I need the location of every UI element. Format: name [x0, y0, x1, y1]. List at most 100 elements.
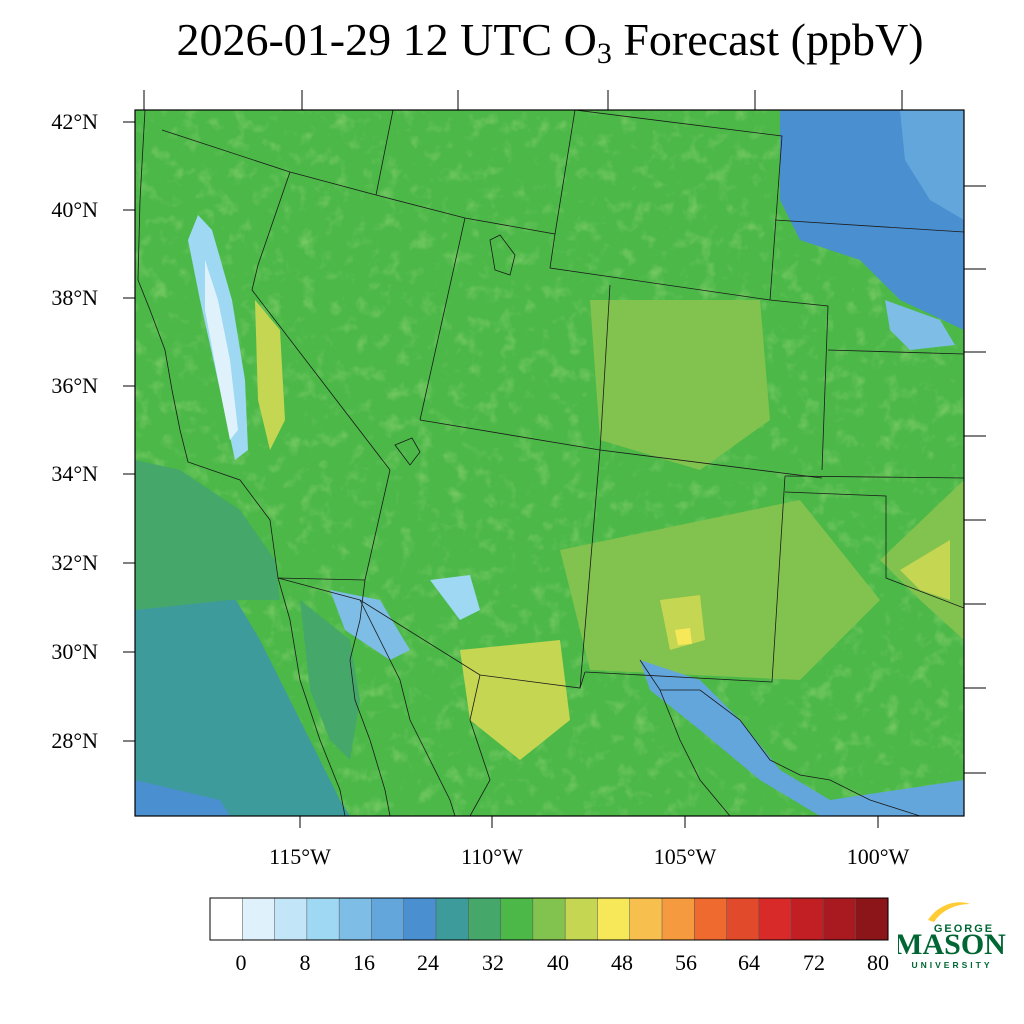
lon-label: 105°W	[653, 844, 717, 869]
colorbar-label: 64	[738, 950, 760, 975]
colorbar-label: 8	[299, 950, 311, 975]
colorbar-swatch	[306, 897, 340, 941]
colorbar	[209, 897, 889, 941]
nebraska-border	[769, 299, 829, 471]
new-mexico-high-region	[590, 300, 770, 470]
colorbar-swatch	[209, 897, 243, 941]
oklahoma-texas-border	[784, 491, 964, 609]
california-nevada-border	[251, 171, 391, 471]
colorbar-swatch	[371, 897, 405, 941]
utah-colorado-border	[599, 284, 611, 451]
colorbar-swatch	[597, 897, 631, 941]
logo-gold-swoosh	[928, 902, 970, 922]
rio-grande-low-region	[640, 660, 964, 816]
colorbar-label: 0	[235, 950, 247, 975]
texas-high-region	[900, 540, 950, 600]
pacific-coastline	[137, 110, 346, 816]
map-frame	[134, 109, 965, 817]
colorbar-swatch	[790, 897, 824, 941]
colorbar-swatch	[338, 897, 372, 941]
pacific-ocean-region	[135, 590, 350, 816]
lat-label: 40°N	[51, 197, 98, 222]
gulf-of-california-region	[300, 600, 360, 760]
colorbar-swatch	[855, 897, 889, 941]
lon-label: 115°W	[269, 844, 331, 869]
colorbar-swatch	[274, 897, 308, 941]
great-salt-lake	[489, 234, 516, 276]
lat-label: 34°N	[51, 461, 98, 486]
logo-line-mason: MASON	[898, 928, 1006, 961]
colorbar-swatch	[564, 897, 598, 941]
lon-label: 110°W	[461, 844, 523, 869]
lon-label: 100°W	[846, 844, 910, 869]
mexico-state-borders	[469, 674, 731, 816]
colorbar-swatch	[242, 897, 276, 941]
kansas-border	[827, 349, 964, 355]
lake-mead	[394, 437, 421, 466]
colorbar-swatch	[694, 897, 728, 941]
chihuahua-high-region	[460, 640, 570, 760]
colorbar-swatch	[629, 897, 663, 941]
colorbar-swatch	[435, 897, 469, 941]
colorbar-label: 24	[417, 950, 439, 975]
nevada-utah-border	[419, 217, 466, 421]
map-title: 2026-01-29 12 UTC O3 Forecast (ppbV)	[0, 12, 1024, 82]
lat-label: 28°N	[51, 728, 98, 753]
lat-label: 42°N	[51, 109, 98, 134]
colorbar-swatch	[403, 897, 437, 941]
west-texas-high-region	[660, 595, 705, 650]
colorbar-label: 16	[353, 950, 375, 975]
idaho-utah-border	[375, 194, 466, 219]
field-layer	[135, 110, 964, 816]
baja-gulf-coastline	[349, 579, 391, 816]
colorbar-swatch	[758, 897, 792, 941]
wyoming-colorado-border	[549, 233, 771, 301]
south-dakota-nebraska-border	[774, 219, 964, 233]
colorbar-label: 72	[803, 950, 825, 975]
rio-grande-border	[639, 659, 921, 816]
colorbar-label: 56	[675, 950, 697, 975]
sonora-coastline	[359, 599, 456, 816]
oregon-california-border	[161, 129, 291, 173]
wyoming-south-dakota-border	[574, 110, 783, 301]
plains-mid-region	[885, 300, 955, 350]
colorbar-label: 32	[482, 950, 504, 975]
logo-line-george: GEORGE	[934, 923, 994, 935]
colorbar-swatch	[823, 897, 857, 941]
lat-label: 38°N	[51, 285, 98, 310]
oklahoma-border	[784, 475, 964, 479]
colorbar-label: 48	[611, 950, 633, 975]
pacific-ocean-region	[135, 460, 280, 610]
new-mexico-high-region	[560, 500, 880, 680]
axis-ticks	[123, 90, 986, 828]
colorbar-frame	[209, 897, 889, 941]
lat-label: 30°N	[51, 639, 98, 664]
utah-arizona-border	[419, 419, 601, 451]
baja-coast-low-region	[135, 780, 230, 816]
plains-mid-region	[900, 110, 964, 220]
west-texas-peak-region	[675, 628, 692, 645]
colorbar-swatch	[500, 897, 534, 941]
logo-line-university: UNIVERSITY	[911, 960, 992, 970]
sierra-madre-low-region	[330, 590, 410, 660]
colorbar-swatch	[726, 897, 760, 941]
sierra-madre-low-region	[430, 575, 480, 620]
arizona-new-mexico-border	[579, 449, 601, 689]
colorbar-label: 40	[547, 950, 569, 975]
new-mexico-texas-border	[584, 475, 786, 683]
lat-label: 36°N	[51, 373, 98, 398]
political-boundaries	[137, 110, 964, 816]
lat-label: 32°N	[51, 550, 98, 575]
colorbar-swatch	[468, 897, 502, 941]
george-mason-logo: GEORGE MASON UNIVERSITY	[898, 902, 1006, 970]
title-tail: Forecast (ppbV)	[611, 14, 924, 65]
title-subscript: 3	[596, 37, 612, 70]
colorbar-label: 80	[867, 950, 889, 975]
colorbar-swatch	[661, 897, 695, 941]
central-valley-high-region	[255, 300, 285, 450]
colorbar-swatch	[532, 897, 566, 941]
colorado-new-mexico-border	[599, 449, 823, 479]
title-main: 2026-01-29 12 UTC O	[176, 14, 597, 65]
sierra-nevada-low-region	[205, 260, 238, 440]
